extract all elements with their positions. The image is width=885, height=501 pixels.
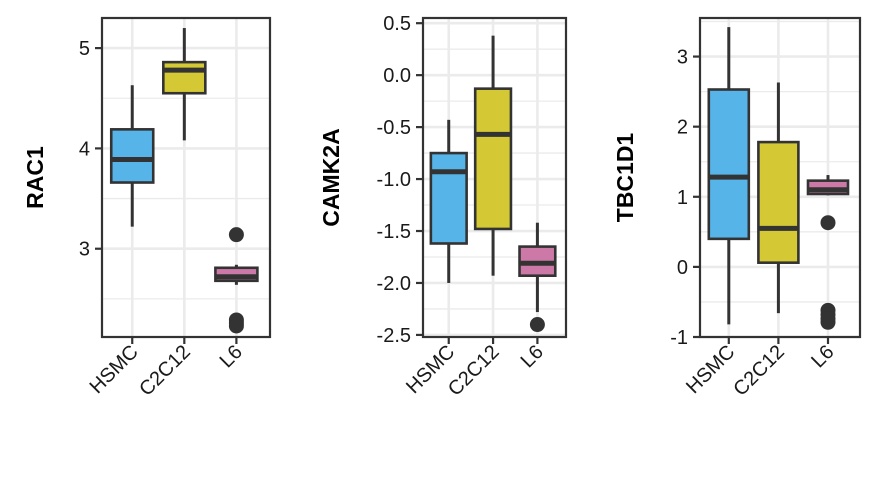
panel-border: [100, 16, 272, 339]
y-tick-label: -0.5: [377, 117, 411, 139]
box-body: [109, 128, 155, 184]
outlier-point: [820, 215, 836, 231]
outlier-point: [228, 318, 244, 334]
y-tick-label: -2.5: [377, 325, 411, 347]
y-tick-label: 1: [677, 187, 688, 209]
box-body: [473, 87, 513, 231]
box-hsmc: [429, 119, 468, 283]
outlier-point: [529, 317, 545, 333]
y-axis-title: CAMK2A: [318, 128, 344, 226]
box-c2c12: [473, 35, 513, 276]
box-l6: [214, 227, 259, 334]
y-tick-label: -2.0: [377, 273, 411, 295]
box-l6: [806, 175, 850, 330]
y-tick-label: -1.5: [377, 221, 411, 243]
y-axis-title: TBC1D1: [612, 133, 638, 223]
y-tick-label: 3: [677, 47, 688, 69]
box-hsmc: [109, 85, 155, 227]
y-tick-label: 0.5: [383, 13, 411, 35]
box-c2c12: [757, 82, 800, 314]
panel-border: [698, 16, 862, 339]
y-tick-label: 0.0: [383, 65, 411, 87]
box-body: [707, 88, 751, 241]
y-tick-label: -1: [670, 327, 688, 349]
outlier-point: [228, 227, 244, 243]
y-tick-label: -1.0: [377, 169, 411, 191]
box-body: [757, 140, 800, 264]
y-tick-label: 5: [79, 38, 90, 60]
y-tick-label: 2: [677, 117, 688, 139]
y-tick-label: 3: [79, 239, 90, 261]
panel-border: [421, 16, 568, 339]
outlier-point: [820, 314, 836, 330]
y-tick-label: 4: [79, 138, 90, 160]
box-l6: [518, 222, 557, 333]
box-body: [429, 151, 468, 245]
y-tick-label: 0: [677, 257, 688, 279]
y-axis-title: RAC1: [22, 146, 48, 209]
box-hsmc: [707, 27, 751, 325]
box-c2c12: [162, 28, 207, 141]
box-body: [162, 60, 207, 95]
